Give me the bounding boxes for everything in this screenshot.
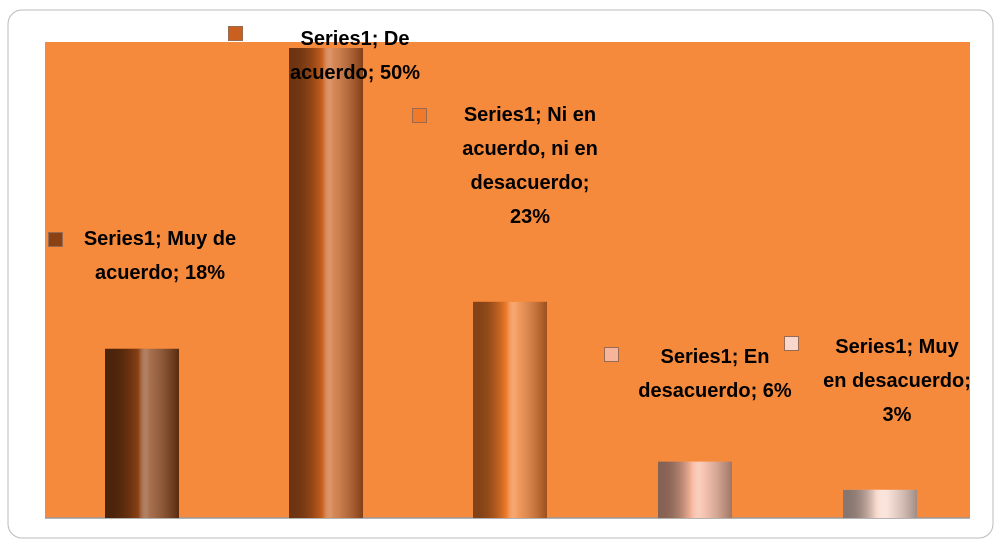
data-label: Series1; De acuerdo; 50%: [289, 28, 421, 84]
legend-key: [604, 347, 619, 362]
data-label: Series1; Ni en acuerdo, ni en desacuerdo…: [462, 104, 598, 228]
bar-shade: [658, 461, 732, 518]
legend-key: [228, 26, 243, 41]
bar-shade: [289, 48, 363, 518]
legend-key: [412, 108, 427, 123]
data-label: Series1; Muy en desacuerdo; 3%: [823, 336, 971, 426]
legend-key: [784, 336, 799, 351]
bar-shade: [843, 489, 917, 518]
data-label: Series1; Muy de acuerdo; 18%: [83, 228, 237, 284]
bar-shade: [105, 348, 179, 518]
data-label: Series1; En desacuerdo; 6%: [638, 346, 792, 402]
bar-shade: [473, 301, 547, 518]
legend-key: [48, 232, 63, 247]
